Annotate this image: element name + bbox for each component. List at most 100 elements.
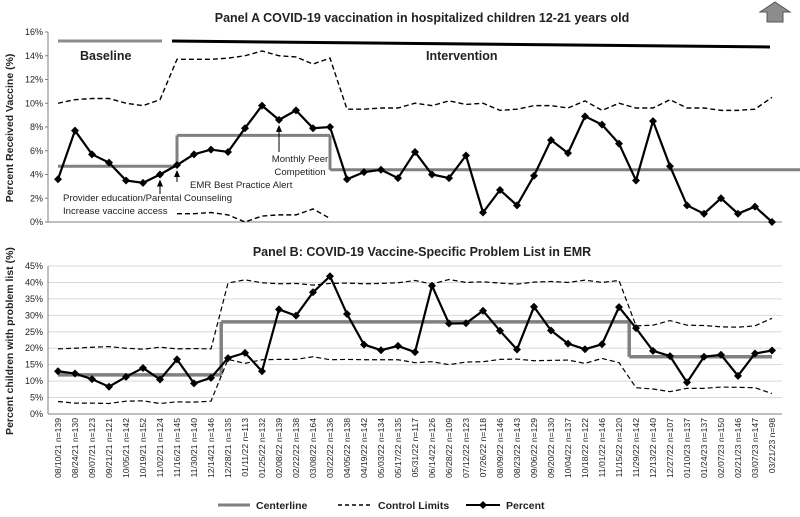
panel-a-data-point xyxy=(139,178,147,187)
annotation-emr-bpa-text: EMR Best Practice Alert xyxy=(190,180,293,191)
panel-b-data-point xyxy=(632,324,640,333)
panel-b-data-point xyxy=(207,373,215,382)
panel-b-data-point xyxy=(445,319,453,328)
panel-b-x-tick-label: 02/08/22 n=139 xyxy=(274,418,284,478)
panel-a-data-point xyxy=(377,165,385,174)
panel-b-data-point xyxy=(139,363,147,372)
panel-b-y-tick: 0% xyxy=(30,409,43,419)
annotation-emr-bpa: EMR Best Practice Alert xyxy=(174,170,293,191)
panel-a-data-point xyxy=(683,201,691,210)
panel-a-data-point xyxy=(258,101,266,110)
nav-up-arrow-button[interactable] xyxy=(758,1,792,23)
panel-b-x-tick-label: 11/01/22 n=146 xyxy=(597,418,607,478)
panel-b-points xyxy=(54,272,776,391)
panel-a-data-point xyxy=(547,136,555,145)
panel-b-data-point xyxy=(598,340,606,349)
panel-a-y-tick: 8% xyxy=(30,122,43,132)
annotation-arrowhead xyxy=(157,179,163,187)
panel-b-x-tick-label: 10/18/22 n=122 xyxy=(580,418,590,478)
panel-b-x-tick-label: 09/21/21 n=121 xyxy=(104,418,114,478)
panel-b-data-point xyxy=(513,345,521,354)
panel-a-data-point xyxy=(292,106,300,115)
panel-a-y-tick: 16% xyxy=(25,27,43,37)
panel-b-x-tick-label: 01/10/23 n=137 xyxy=(682,418,692,478)
annotation-monthly-peer: Monthly Peer Competition xyxy=(272,124,329,178)
panel-b-x-tick-label: 03/08/22 n=164 xyxy=(308,418,318,478)
panel-b-x-tick-label: 08/23/22 n=143 xyxy=(512,418,522,478)
panel-a-points xyxy=(54,101,776,226)
panel-a-data-point xyxy=(768,218,776,226)
panel-b-x-tick-label: 11/29/22 n=142 xyxy=(631,418,641,478)
panel-a-data-point xyxy=(88,150,96,159)
panel-b-data-point xyxy=(173,355,181,364)
panel-a-data-point xyxy=(462,151,470,160)
panel-b-plot: 0% 5% 10% 15% 20% 25% 30% 35% 40% 45% 08/10/21 n=… xyxy=(25,261,782,478)
baseline-label: Baseline xyxy=(80,49,131,63)
panel-b-data-point xyxy=(360,340,368,349)
annotation-vaccine-access-text: Increase vaccine access xyxy=(63,206,168,217)
legend-percent-label: Percent xyxy=(506,500,545,512)
panel-b-y-axis: 0% 5% 10% 15% 20% 25% 30% 35% 40% 45% xyxy=(25,261,43,419)
panel-b-data-point xyxy=(496,326,504,335)
panel-b-y-tick: 10% xyxy=(25,376,43,386)
panel-a-data-point xyxy=(411,147,419,156)
panel-b-y-tick: 45% xyxy=(25,261,43,271)
panel-b-x-tick-label: 06/14/22 n=126 xyxy=(427,418,437,478)
panel-b-x-tick-label: 02/21/23 n=146 xyxy=(733,418,743,478)
panel-a-data-point xyxy=(156,170,164,179)
panel-a-data-point xyxy=(445,174,453,183)
panel-b-x-tick-label: 09/07/21 n=123 xyxy=(87,418,97,478)
panel-b-data-point xyxy=(326,272,334,281)
panel-b-data-point xyxy=(666,352,674,361)
panel-b-x-tick-label: 04/05/22 n=138 xyxy=(342,418,352,478)
panel-b-x-tick-label: 09/20/22 n=130 xyxy=(546,418,556,478)
panel-b-data-point xyxy=(88,375,96,384)
panel-a-data-point xyxy=(122,176,130,185)
panel-b-data-point xyxy=(649,346,657,355)
panel-b-x-tick-label: 12/14/21 n=146 xyxy=(206,418,216,478)
panel-b-data-point xyxy=(547,326,555,335)
panel-b-title: Panel B: COVID-19 Vaccine-Specific Probl… xyxy=(253,245,591,259)
panel-b-data-point xyxy=(564,339,572,348)
panel-a-data-point xyxy=(394,174,402,183)
panel-b-x-tick-label: 12/28/21 n=135 xyxy=(223,418,233,478)
panel-b-y-tick: 5% xyxy=(30,393,43,403)
panel-b-y-tick: 25% xyxy=(25,327,43,337)
annotation-arrowhead xyxy=(174,170,180,177)
panel-a-data-point xyxy=(632,176,640,185)
panel-b-x-tick-label: 05/03/22 n=134 xyxy=(376,418,386,478)
panel-a-y-tick: 4% xyxy=(30,170,43,180)
panel-a-data-point xyxy=(479,208,487,217)
panel-b-x-tick-label: 04/19/22 n=142 xyxy=(359,418,369,478)
panel-b-x-tick-label: 10/05/21 n=142 xyxy=(121,418,131,478)
panel-b-x-tick-label: 03/07/23 n=147 xyxy=(750,418,760,478)
panel-b-x-tick-label: 08/10/21 n=139 xyxy=(53,418,63,478)
panel-a-y-label: Percent Received Vaccine (%) xyxy=(4,54,16,203)
panel-b-data-point xyxy=(615,303,623,312)
intervention-phase-bar xyxy=(171,39,771,49)
panel-b-data-point xyxy=(241,348,249,357)
panel-b-y-tick: 15% xyxy=(25,360,43,370)
legend-percent-marker xyxy=(479,501,487,509)
panel-a-data-point xyxy=(649,117,657,126)
panel-b-x-tick-label: 08/24/21 n=130 xyxy=(70,418,80,478)
panel-a-data-point xyxy=(309,124,317,133)
panel-b-data-point xyxy=(105,382,113,391)
panel-a-data-point xyxy=(751,202,759,211)
panel-a-data-point xyxy=(564,149,572,158)
panel-b-data-point xyxy=(377,346,385,355)
legend-control-label: Control Limits xyxy=(378,500,449,512)
panel-b-data-point xyxy=(156,375,164,384)
panel-a-y-tick: 0% xyxy=(30,217,43,227)
panel-a-data-point xyxy=(360,168,368,177)
panel-b-x-tick-label: 08/09/22 n=146 xyxy=(495,418,505,478)
panel-b-ucl-line xyxy=(57,278,773,350)
panel-b-x-tick-label: 10/04/22 n=137 xyxy=(563,418,573,478)
panel-a-y-tick: 2% xyxy=(30,193,43,203)
panel-a-centerline xyxy=(58,133,800,172)
panel-b-data-point xyxy=(343,310,351,319)
annotation-arrowhead xyxy=(276,124,282,132)
panel-b-x-tick-label: 05/17/22 n=135 xyxy=(393,418,403,478)
panel-b-y-tick: 20% xyxy=(25,343,43,353)
panel-a-data-point xyxy=(173,161,181,169)
